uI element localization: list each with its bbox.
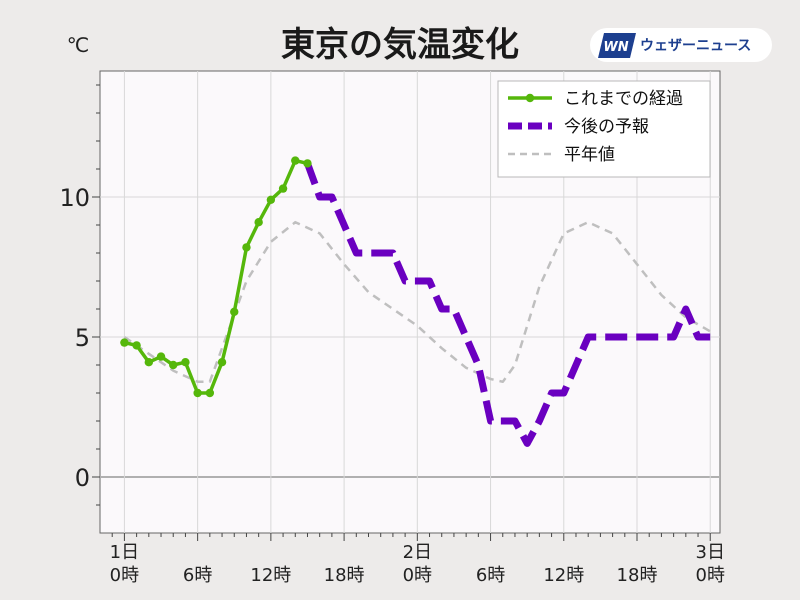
data-point [205,388,215,398]
data-point [156,352,166,361]
x-tick-label: 12時 [543,565,584,586]
data-point [266,195,276,204]
x-tick-date-label: 3日 [696,542,725,563]
series-layer [120,156,711,447]
legend-label: 今後の予報 [564,117,649,137]
y-tick-label: 5 [75,324,90,352]
x-tick-date-label: 1日 [110,542,139,563]
x-tick-label: 18時 [324,565,365,586]
data-point [132,341,141,350]
x-tick-label: 12時 [250,565,291,586]
x-tick-label: 6時 [183,565,212,586]
data-point [217,358,227,367]
brand-badge-background [590,28,772,62]
legend-marker [525,93,535,103]
x-tick-label: 0時 [403,565,432,586]
x-tick-label: 0時 [110,565,139,586]
series-line [304,162,711,447]
data-point [144,358,154,367]
legend-item: 平年値 [508,145,615,165]
data-point [169,360,178,370]
data-point [291,156,300,165]
data-point [120,338,129,347]
x-tick-label: 6時 [476,565,505,586]
data-point [254,218,263,227]
brand-name: ウェザーニュース [640,38,751,54]
x-tick-label: 0時 [696,565,725,586]
legend-item: 今後の予報 [508,117,649,137]
brand-logo-mark: WN [603,40,628,55]
x-tick-label: 18時 [617,565,658,586]
series-line [124,158,308,395]
data-point [278,184,288,193]
legend-label: 平年値 [564,145,615,165]
grid-lines [100,71,720,533]
y-tick-label: 10 [59,184,90,212]
data-point [242,243,251,252]
series-1 [304,162,711,447]
unit-label: ℃ [67,33,89,57]
series-0 [120,156,312,398]
data-point [303,159,312,168]
page-title: 東京の気温変化 [281,25,519,65]
legend-label: これまでの経過 [564,89,683,109]
legend-item: これまでの経過 [508,89,683,109]
brand-badge: WN ウェザーニュース [590,28,772,62]
y-tick-label: 0 [75,464,90,492]
x-tick-date-label: 2日 [403,542,432,563]
data-point [181,358,190,367]
data-point [193,388,202,398]
data-point [230,307,239,316]
brand-logo-icon: WN [598,33,636,58]
